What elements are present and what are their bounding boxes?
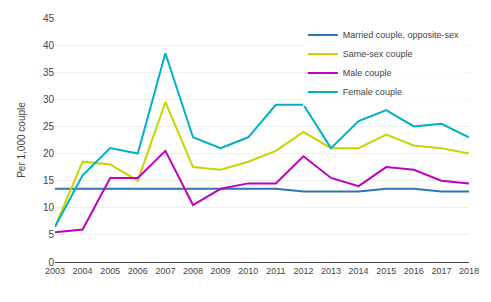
svg-text:Female couple: Female couple: [343, 87, 402, 97]
svg-text:2009: 2009: [211, 266, 231, 276]
svg-text:Same-sex couple: Same-sex couple: [343, 49, 413, 59]
svg-text:2014: 2014: [349, 266, 369, 276]
svg-text:0: 0: [48, 257, 54, 268]
svg-text:Per 1,000 couple: Per 1,000 couple: [16, 102, 27, 178]
svg-text:2004: 2004: [73, 266, 93, 276]
svg-text:2012: 2012: [293, 266, 313, 276]
svg-text:2003: 2003: [45, 266, 65, 276]
svg-text:35: 35: [43, 67, 55, 78]
svg-text:2018: 2018: [459, 266, 479, 276]
svg-text:Married couple, opposite-sex: Married couple, opposite-sex: [343, 30, 459, 40]
svg-text:2005: 2005: [100, 266, 120, 276]
svg-text:2007: 2007: [155, 266, 175, 276]
svg-text:25: 25: [43, 121, 55, 132]
svg-text:2017: 2017: [431, 266, 451, 276]
svg-text:2016: 2016: [404, 266, 424, 276]
svg-text:2013: 2013: [321, 266, 341, 276]
svg-text:10: 10: [43, 202, 55, 213]
svg-text:2006: 2006: [128, 266, 148, 276]
svg-text:5: 5: [48, 229, 54, 240]
svg-text:40: 40: [43, 40, 55, 51]
svg-text:Male couple: Male couple: [343, 68, 392, 78]
svg-text:15: 15: [43, 175, 55, 186]
svg-text:45: 45: [43, 13, 55, 24]
svg-text:2010: 2010: [238, 266, 258, 276]
svg-text:2015: 2015: [376, 266, 396, 276]
svg-text:20: 20: [43, 148, 55, 159]
svg-text:30: 30: [43, 94, 55, 105]
svg-text:2011: 2011: [266, 266, 285, 276]
svg-text:2008: 2008: [183, 266, 203, 276]
